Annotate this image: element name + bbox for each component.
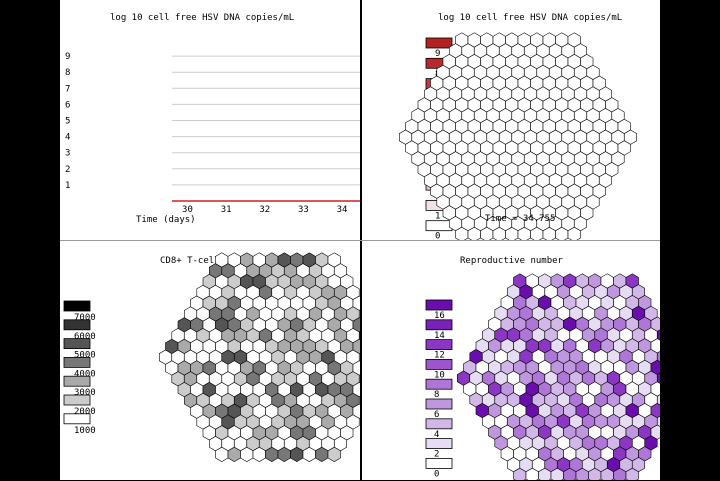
legend-label: 1 <box>435 211 440 221</box>
chart-title: log 10 cell free HSV DNA copies/mL <box>110 13 294 23</box>
legend-label: 5000 <box>74 351 96 361</box>
legend-label: 14 <box>434 331 445 341</box>
legend-label: 16 <box>434 311 445 321</box>
legend-label: 4000 <box>74 369 96 379</box>
legend-swatch <box>425 339 453 350</box>
legend-label: 6 <box>434 410 439 420</box>
legend-label: 2 <box>434 450 439 460</box>
y-tick-label: 6 <box>65 100 70 110</box>
hex-cell <box>656 415 660 427</box>
x-axis-label: Time (days) <box>136 215 196 225</box>
y-tick-label: 5 <box>65 117 70 127</box>
legend-label: 10 <box>434 370 445 380</box>
x-tick-label: 30 <box>182 205 193 215</box>
y-tick-label: 7 <box>65 84 70 94</box>
time-readout: Time = 34.755 <box>485 214 555 224</box>
legend-swatch <box>425 37 453 49</box>
legend-label: 9 <box>435 49 440 59</box>
legend-swatch <box>425 438 453 450</box>
hex-cell <box>656 329 660 341</box>
hex-cell <box>358 396 360 405</box>
y-tick-label: 8 <box>65 68 70 78</box>
y-tick-label: 1 <box>65 181 70 191</box>
virus-grid-title: log 10 cell free HSV DNA copies/mL <box>438 13 622 23</box>
legend-swatch <box>63 319 91 331</box>
legend-swatch <box>425 398 453 410</box>
legend-swatch <box>63 300 91 312</box>
hex-cell <box>567 226 581 240</box>
legend-label: 0 <box>435 232 440 240</box>
legend-swatch <box>63 357 91 368</box>
viral-load-chart: log 10 cell free HSV DNA copies/mL 12345… <box>65 13 360 225</box>
hex-cell <box>358 331 360 340</box>
legend-swatch <box>63 338 91 349</box>
legend-swatch <box>425 457 453 469</box>
legend-label: 2000 <box>74 407 96 417</box>
hex-cell <box>358 352 360 362</box>
legend-label: 7000 <box>74 313 96 323</box>
legend-swatch <box>63 375 91 387</box>
x-tick-label: 34 <box>337 205 348 215</box>
x-tick-label: 32 <box>259 205 270 215</box>
legend-label: 1000 <box>74 426 96 436</box>
y-tick-label: 9 <box>65 52 70 62</box>
hex-cell <box>656 351 660 363</box>
legend-label: 6000 <box>74 332 96 342</box>
legend-swatch <box>425 359 453 370</box>
rnum-grid-svg: Reproductive number 16 14 12 10 8 6 4 2 0 <box>425 256 660 480</box>
y-tick-label: 3 <box>65 149 70 159</box>
legend-label: 8 <box>434 390 439 400</box>
legend-swatch <box>425 220 453 232</box>
legend-swatch <box>425 299 453 311</box>
legend-label: 3000 <box>74 388 96 398</box>
legend-swatch <box>63 394 91 406</box>
legend-swatch <box>63 413 91 425</box>
legend-label: 0 <box>434 469 439 479</box>
legend-label: 12 <box>434 351 445 361</box>
x-tick-label: 33 <box>298 205 309 215</box>
y-tick-label: 2 <box>65 165 70 175</box>
legend-swatch <box>425 378 453 390</box>
virus-grid-svg: log 10 cell free HSV DNA copies/mL 98765… <box>398 13 638 240</box>
virus-grid-panel: log 10 cell free HSV DNA copies/mL 98765… <box>362 0 662 240</box>
x-tick-label: 31 <box>221 205 232 215</box>
legend-label: 4 <box>434 430 439 440</box>
hex-cell <box>358 374 360 384</box>
y-tick-label: 4 <box>65 133 70 143</box>
tcell-grid-panel: CD8+ T-cells/region 7000 6000 5000 4000 3000… <box>60 241 360 481</box>
legend-swatch <box>425 418 453 430</box>
rnum-grid-title: Reproductive number <box>460 256 564 266</box>
legend-swatch <box>425 319 453 331</box>
hex-cell <box>327 446 341 462</box>
rnum-grid-panel: Reproductive number 16 14 12 10 8 6 4 2 0 <box>362 241 662 481</box>
tcell-grid-svg: CD8+ T-cells/region 7000 6000 5000 4000 3000… <box>63 252 360 462</box>
hex-cell <box>625 467 639 480</box>
horizontal-divider <box>60 240 660 241</box>
hex-cell <box>656 394 660 406</box>
tcell-grid-title: CD8+ T-cells/region <box>160 256 263 266</box>
hex-cell <box>656 372 660 384</box>
hex-cell <box>358 309 360 319</box>
